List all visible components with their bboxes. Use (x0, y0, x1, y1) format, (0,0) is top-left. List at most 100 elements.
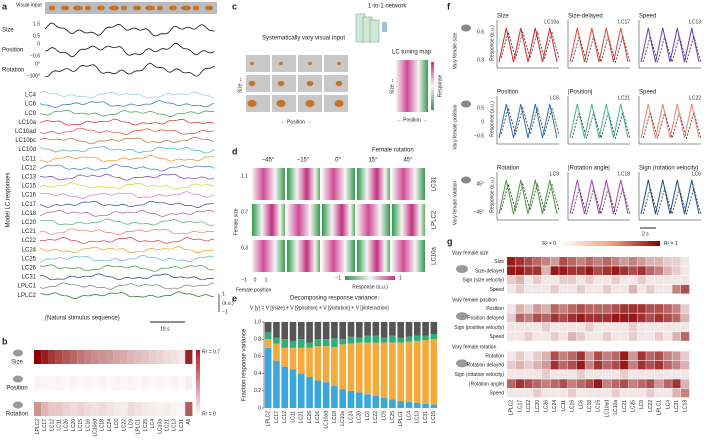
heat-cell (550, 284, 559, 294)
heat-cell (62, 402, 70, 416)
cell-label: LC13 (689, 19, 701, 25)
heat-cell (524, 370, 533, 379)
heat-cell (98, 350, 106, 364)
plot-title: Sign (rotation velocity) (639, 166, 698, 172)
tuning-map (357, 240, 390, 272)
neuron-label: LC4 (25, 93, 37, 99)
bar-segment (314, 322, 322, 340)
heat-cell (524, 322, 533, 332)
x-tick-label: LC24 (348, 411, 354, 423)
neuron-label: LC20 (22, 220, 37, 226)
panel-label: f (447, 1, 451, 11)
heat-cell (515, 284, 524, 294)
heat-cell (559, 304, 568, 313)
stimulus-strip (45, 2, 217, 14)
heat-cell (559, 322, 568, 332)
heat-cell (646, 257, 655, 266)
heat-cell (550, 313, 559, 323)
heat-cell (628, 304, 638, 313)
row-label: |Rotation angle| (469, 381, 504, 387)
bar-segment (273, 322, 280, 338)
row-label: Speed (490, 391, 505, 397)
heat-cell (611, 388, 620, 398)
fly-icon (13, 349, 23, 357)
bar-segment (397, 322, 405, 338)
heat-cell (156, 376, 164, 390)
bar-segment (430, 322, 438, 335)
heat-cell (559, 379, 568, 388)
neuron-label: LC9 (25, 111, 37, 117)
heat-cell (515, 332, 524, 341)
axis-title: Female rotation (372, 148, 414, 154)
heat-cell (585, 266, 594, 275)
heat-cell (672, 332, 681, 341)
bar-segment (273, 343, 280, 361)
bar-segment (322, 346, 330, 383)
bar-segment (430, 339, 438, 405)
heat-cell (637, 322, 646, 332)
heat-cell (533, 388, 542, 398)
tick-label: 0° (35, 61, 40, 67)
heat-cell (672, 284, 681, 294)
heat-cell (663, 379, 672, 388)
row-title: Vary female size (452, 32, 458, 69)
model-trace (500, 30, 560, 60)
stimulus-fly (334, 99, 344, 108)
heat-cell (681, 304, 690, 313)
x-tick-label: LC10ad (323, 411, 329, 429)
trace (44, 62, 215, 78)
model-trace (642, 110, 702, 140)
stimulus-fly (73, 5, 83, 11)
tuning-map (322, 168, 355, 200)
caption: (Natural stimulus sequence) (45, 316, 120, 322)
heat-cell (567, 257, 577, 266)
heat-cell (507, 266, 516, 275)
x-tick-label: LC20 (357, 411, 363, 423)
stimulus-name: Rotation (2, 68, 24, 74)
heat-cell (681, 322, 690, 332)
heat-cell (98, 376, 106, 390)
heat-cell (602, 266, 611, 275)
heat-cell (585, 351, 594, 361)
heat-cell (178, 376, 186, 390)
heat-cell (576, 351, 585, 361)
heat-cell (178, 402, 186, 416)
heat-cell (620, 351, 629, 361)
stimulus-fly (85, 5, 91, 11)
trace (44, 22, 215, 37)
tick-label: −0.5 (474, 133, 484, 139)
heat-cell (98, 402, 106, 416)
heat-cell (672, 351, 681, 361)
heat-cell (620, 360, 629, 370)
tick-label: 0 (481, 119, 484, 125)
tick-label: 0 (37, 41, 40, 47)
heat-cell (663, 322, 672, 332)
heat-cell (620, 284, 629, 294)
heat-cell (567, 304, 577, 313)
bar-segment (289, 340, 297, 348)
heat-cell (567, 275, 577, 285)
heat-cell (559, 257, 568, 266)
plot-title: Size-delayed (568, 14, 603, 20)
heat-cell (149, 350, 157, 364)
x-tick-label: LC26 (307, 411, 313, 423)
bar-segment (289, 322, 297, 341)
bar-segment (380, 322, 388, 338)
trace (39, 210, 215, 217)
stimulus-frame (272, 55, 296, 72)
row-label: Speed (490, 287, 505, 293)
position-label: 0 (254, 277, 257, 283)
row-label: Position (486, 306, 504, 312)
heat-cell (533, 322, 542, 332)
model-trace (500, 182, 560, 212)
heat-cell (628, 313, 638, 323)
heat-cell (681, 275, 690, 285)
cell-label: LC22 (689, 95, 701, 101)
heat-cell (637, 351, 646, 361)
rotation-label: −15° (297, 158, 310, 164)
heat-cell (524, 360, 533, 370)
heat-cell (34, 376, 42, 390)
heat-cell (585, 284, 594, 294)
heat-cell (611, 266, 620, 275)
heat-cell (91, 402, 99, 416)
